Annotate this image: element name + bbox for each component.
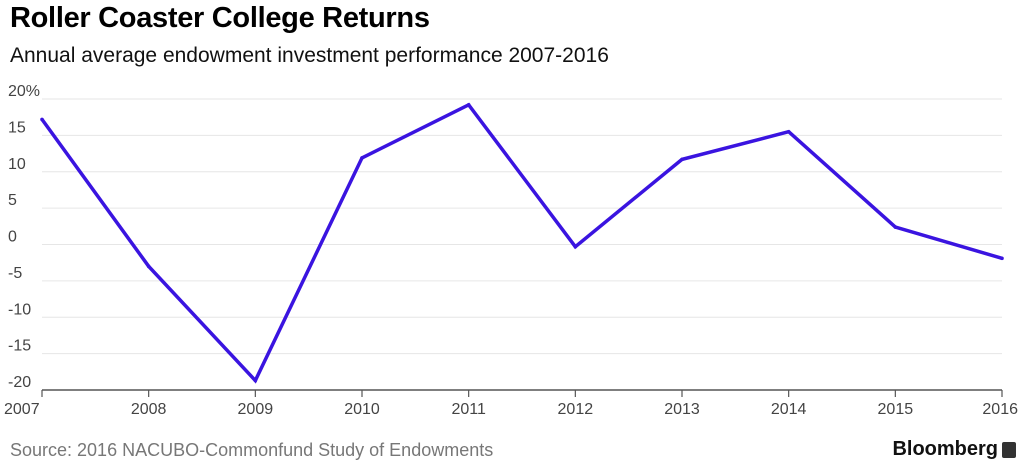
x-tick-label: 2008	[131, 401, 167, 418]
x-tick-label: 2013	[664, 401, 700, 418]
series-line	[40, 102, 1003, 384]
chart-subtitle: Annual average endowment investment perf…	[10, 44, 609, 67]
y-tick-label: -5	[8, 265, 22, 282]
y-tick-label: -15	[8, 338, 31, 355]
data-point	[360, 156, 364, 160]
y-tick-label: 15	[8, 119, 26, 136]
x-tick-label: 2007	[4, 401, 40, 418]
y-tick-label: -20	[8, 374, 31, 391]
data-point	[1000, 256, 1004, 261]
x-tick-label: 2015	[878, 401, 914, 418]
source-note: Source: 2016 NACUBO-Commonfund Study of …	[10, 440, 494, 460]
y-tick-label: 0	[8, 229, 17, 246]
data-point	[893, 225, 898, 229]
y-tick-label: -10	[8, 301, 31, 318]
brand-name: Bloomberg	[892, 438, 998, 460]
y-tick-label: 10	[8, 156, 26, 173]
data-point	[786, 129, 791, 134]
y-tick-label: 5	[8, 192, 17, 209]
data-point	[680, 157, 684, 162]
chart-title: Roller Coaster College Returns	[10, 2, 430, 34]
data-point	[573, 244, 578, 249]
y-tick-label: 20%	[8, 83, 40, 100]
x-tick-label: 2014	[771, 401, 807, 418]
x-tick-label: 2010	[344, 401, 380, 418]
x-tick-label: 2011	[451, 401, 486, 418]
data-point	[466, 103, 471, 107]
data-point	[40, 117, 44, 122]
x-tick-label: 2009	[238, 401, 274, 418]
data-point	[146, 264, 151, 269]
x-tick-label: 2012	[558, 401, 594, 418]
x-tick-label: 2016	[982, 401, 1018, 418]
bloomberg-logo-icon	[1002, 441, 1016, 458]
data-point	[253, 378, 258, 383]
brand-logo: Bloomberg	[892, 438, 1016, 461]
